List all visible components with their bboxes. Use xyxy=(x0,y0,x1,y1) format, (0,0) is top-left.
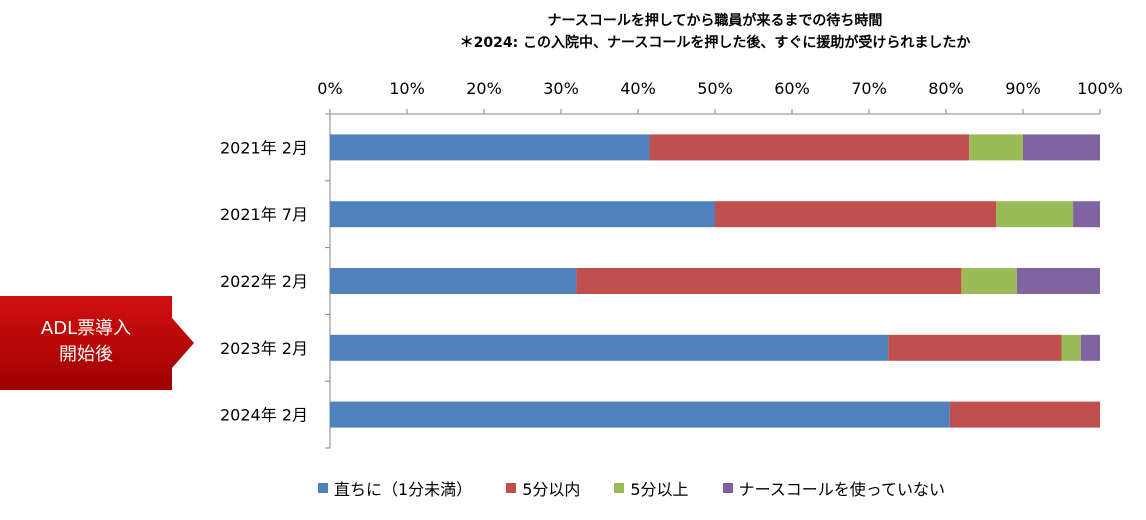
chart-legend: 直ちに（1分未満） 5分以内 5分以上 ナースコールを使っていない xyxy=(318,476,945,500)
legend-label: ナースコールを使っていない xyxy=(738,480,945,499)
x-tick-label: 80% xyxy=(928,79,964,98)
bar-segment xyxy=(330,401,950,428)
bar-segment xyxy=(1061,334,1081,361)
x-tick-label: 40% xyxy=(620,79,656,98)
x-tick-label: 90% xyxy=(1005,79,1041,98)
legend-swatch xyxy=(318,483,328,493)
bar-segment xyxy=(330,134,650,161)
bar-segment xyxy=(330,268,577,294)
legend-swatch xyxy=(614,483,625,493)
bar-segment xyxy=(1080,334,1100,361)
legend-swatch xyxy=(506,483,517,493)
x-tick-label: 100% xyxy=(1077,79,1123,98)
bar-segment xyxy=(715,201,997,228)
bar-segment xyxy=(330,334,889,361)
bar-segment xyxy=(1023,134,1100,161)
legend-label: 5分以内 xyxy=(522,480,581,499)
bar-segment xyxy=(996,201,1074,228)
callout-arrow-shape xyxy=(0,296,194,390)
adl-callout-arrow: ADL票導入 開始後 xyxy=(0,296,196,390)
bar-segment xyxy=(649,134,970,161)
bar-segment xyxy=(330,201,715,228)
category-label: 2021年 2月 xyxy=(220,138,308,157)
bar-segment xyxy=(1016,268,1100,294)
bar-segment xyxy=(888,334,1062,361)
legend-label: 直ちに（1分未満） xyxy=(334,480,473,499)
x-tick-label: 30% xyxy=(543,79,579,98)
bar-segment xyxy=(961,268,1017,294)
x-tick-label: 10% xyxy=(389,79,425,98)
chart-subtitle: ＊2024: この入院中、ナースコールを押した後、すぐに援助が受けられましたか xyxy=(459,35,971,51)
legend-swatch xyxy=(722,483,733,493)
bar-segment xyxy=(576,268,962,294)
bar-segment xyxy=(949,401,1100,428)
category-label: 2023年 2月 xyxy=(220,339,308,358)
bar-segment xyxy=(1073,201,1100,228)
legend-item: ナースコールを使っていない xyxy=(722,476,945,500)
bar-segment xyxy=(969,134,1023,161)
callout-label: ADL票導入 開始後 xyxy=(40,318,132,365)
x-tick-label: 70% xyxy=(851,79,887,98)
category-label: 2021年 7月 xyxy=(220,205,308,224)
legend-item: 直ちに（1分未満） xyxy=(318,476,472,500)
x-tick-label: 60% xyxy=(774,79,810,98)
legend-item: 5分以上 xyxy=(614,476,689,500)
category-label: 2024年 2月 xyxy=(220,406,308,425)
x-tick-label: 20% xyxy=(466,79,502,98)
legend-label: 5分以上 xyxy=(630,480,689,499)
x-tick-label: 0% xyxy=(317,79,342,98)
legend-item: 5分以内 xyxy=(506,476,580,500)
x-tick-label: 50% xyxy=(697,79,733,98)
category-label: 2022年 2月 xyxy=(220,272,308,291)
chart-title: ナースコールを押してから職員が来るまでの待ち時間 xyxy=(547,13,883,29)
